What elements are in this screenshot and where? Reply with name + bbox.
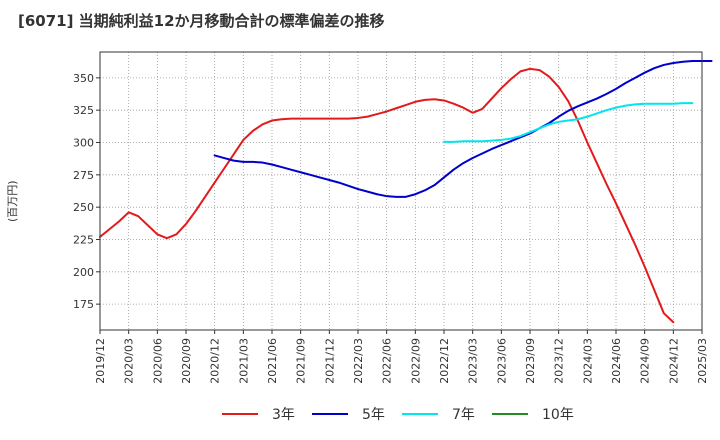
x-tick-label: 2024/12 <box>667 338 680 384</box>
legend-label-7yr: 7年 <box>452 407 475 423</box>
y-tick-label: 200 <box>73 266 94 279</box>
y-tick-label: 325 <box>73 104 94 117</box>
y-tick-label: 250 <box>73 201 94 214</box>
series-line-1 <box>99 67 675 324</box>
y-tick-label: 300 <box>73 137 94 150</box>
x-tick-label: 2020/06 <box>151 338 164 384</box>
y-tick-label: 225 <box>73 233 94 246</box>
x-tick-label: 2024/09 <box>639 338 652 384</box>
series-line-2 <box>213 60 713 198</box>
legend-item-5yr: 5年 <box>312 402 385 426</box>
legend-swatch-10yr <box>492 413 528 415</box>
x-tick-label: 2025/03 <box>696 338 709 384</box>
x-tick-label: 2021/12 <box>323 338 336 384</box>
legend-label-3yr: 3年 <box>272 407 295 423</box>
chart-area: 175 200 225 250 275 300 325 350 2019/12 2020/03 2… <box>73 51 713 384</box>
legend-label-10yr: 10年 <box>542 407 574 423</box>
x-tick-label: 2024/06 <box>610 338 623 384</box>
x-tick-label: 2023/06 <box>495 338 508 384</box>
x-tick-label: 2022/09 <box>409 338 422 384</box>
legend-item-7yr: 7年 <box>402 402 475 426</box>
legend-item-10yr: 10年 <box>492 402 574 426</box>
y-tick-label: 350 <box>73 72 94 85</box>
legend-item-3yr: 3年 <box>222 402 295 426</box>
y-tick-label: 275 <box>73 169 94 182</box>
x-tick-label: 2020/09 <box>180 338 193 384</box>
x-tick-label: 2024/03 <box>581 338 594 384</box>
legend-swatch-7yr <box>402 413 438 415</box>
x-tick-label: 2023/12 <box>553 338 566 384</box>
x-tick-label: 2023/03 <box>467 338 480 384</box>
x-tick-label: 2021/06 <box>266 338 279 384</box>
x-tick-label: 2023/09 <box>524 338 537 384</box>
x-tick-label: 2021/03 <box>237 338 250 384</box>
y-tick-label: 175 <box>73 298 94 311</box>
plot-frame <box>99 51 703 331</box>
legend-swatch-3yr <box>222 413 258 415</box>
x-tick-label: 2022/06 <box>381 338 394 384</box>
x-tick-label: 2020/03 <box>123 338 136 384</box>
legend: 3年 5年 7年 10年 <box>0 402 720 426</box>
x-tick-label: 2020/12 <box>209 338 222 384</box>
x-tick-label: 2022/03 <box>352 338 365 384</box>
series-line-3 <box>443 102 694 143</box>
chart-title: [6071] 当期純利益12か月移動合計の標準偏差の推移 <box>18 12 385 30</box>
legend-label-5yr: 5年 <box>362 407 385 423</box>
x-tick-label: 2021/09 <box>295 338 308 384</box>
x-tick-label: 2022/12 <box>438 338 451 384</box>
legend-swatch-5yr <box>312 413 348 415</box>
x-tick-label: 2019/12 <box>94 338 107 384</box>
